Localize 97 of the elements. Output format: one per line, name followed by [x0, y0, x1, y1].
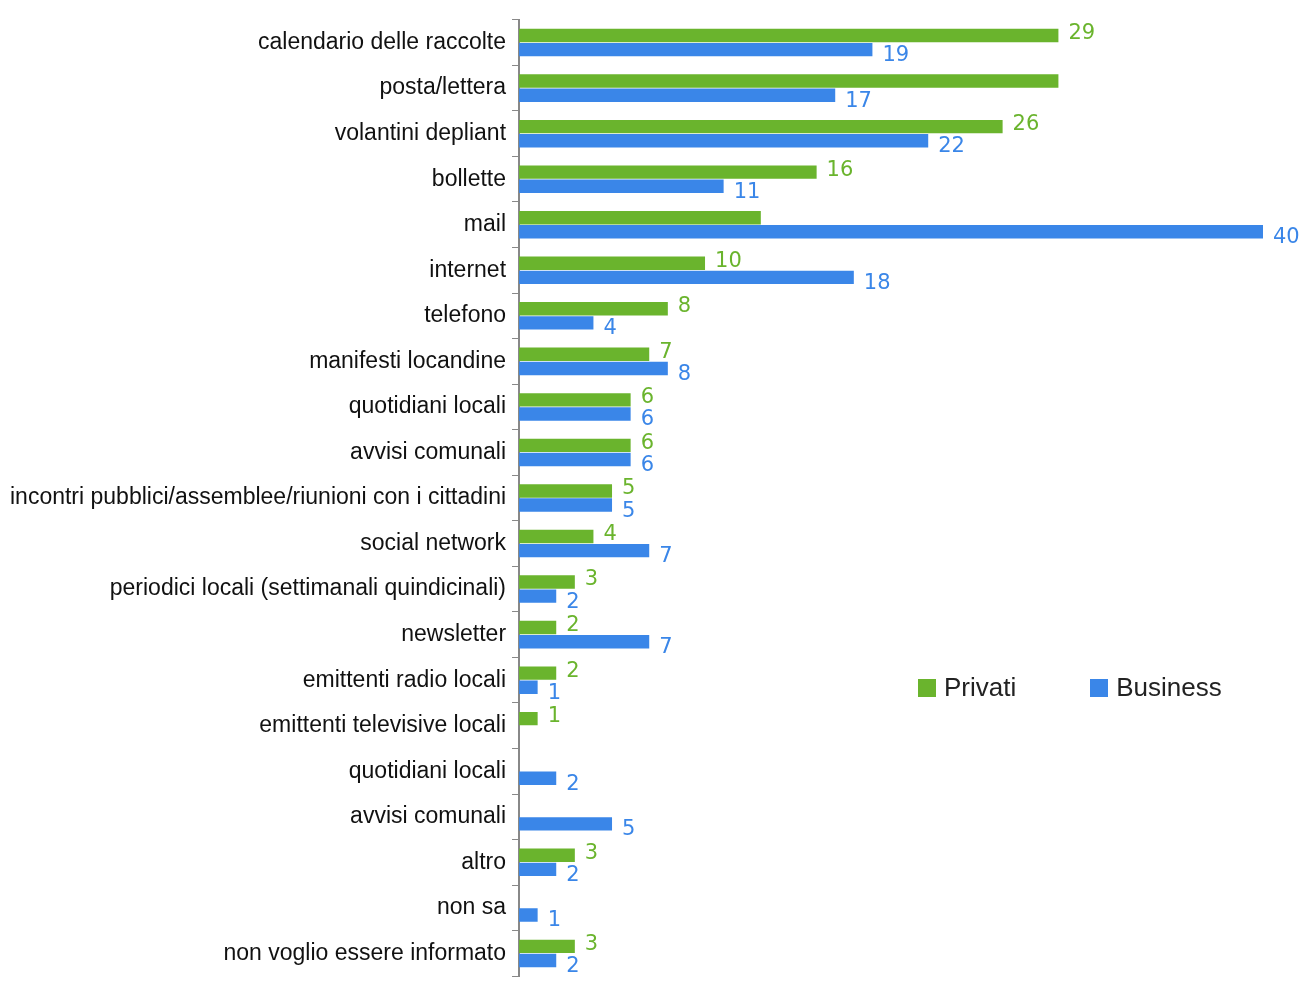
- bar: [519, 543, 650, 558]
- y-tick-label: emittenti televisive locali: [259, 711, 507, 738]
- y-tick-label: telefono: [424, 301, 507, 328]
- bar: [519, 817, 613, 831]
- bar: [519, 256, 706, 270]
- data-label: 5: [622, 816, 636, 841]
- y-tick-label: quotidiani locali: [348, 392, 507, 419]
- bar: [519, 711, 538, 726]
- data-label: 2: [566, 588, 580, 613]
- legend-label: Privati: [944, 672, 1017, 703]
- y-tick-label: non voglio essere informato: [223, 938, 507, 965]
- bar: [519, 74, 1059, 88]
- bar: [519, 28, 1059, 43]
- y-tick-label: internet: [429, 255, 507, 282]
- bar: [519, 862, 557, 877]
- y-tick-label: newsletter: [401, 619, 507, 646]
- data-label: 3: [584, 839, 599, 864]
- bar: [519, 634, 650, 649]
- data-label: 2: [566, 770, 580, 795]
- bar: [519, 210, 761, 225]
- y-tick-label: avvisi comunali: [350, 437, 507, 464]
- data-label: 2: [566, 952, 580, 977]
- y-tick-label: social network: [360, 528, 507, 555]
- bar: [519, 316, 594, 330]
- bar: [519, 452, 631, 467]
- data-label: 2: [566, 612, 580, 637]
- y-tick-label: emittenti radio locali: [302, 665, 507, 692]
- bar: [519, 119, 1003, 134]
- data-label: 29: [1068, 19, 1096, 44]
- y-tick-label: quotidiani locali: [348, 756, 507, 783]
- y-tick-label: incontri pubblici/assemblee/riunioni con i cittadini: [9, 483, 507, 510]
- data-label: 6: [640, 406, 655, 431]
- bar: [519, 848, 575, 862]
- bar: [519, 939, 575, 954]
- data-label: 26: [1012, 111, 1040, 136]
- data-label: 2: [566, 861, 580, 886]
- bar: [519, 771, 557, 786]
- bar: [519, 438, 631, 453]
- bar: [519, 498, 613, 512]
- y-tick-label: periodici locali (settimanali quindicinali): [109, 574, 507, 601]
- data-label: 6: [640, 429, 655, 454]
- y-tick-label: mail: [463, 210, 507, 237]
- bar: [519, 484, 613, 498]
- bar: [519, 953, 557, 968]
- bar: [519, 361, 668, 376]
- data-label: 17: [845, 87, 872, 112]
- bar: [519, 680, 538, 694]
- data-label: 1: [547, 703, 562, 728]
- data-label: 7: [659, 543, 673, 568]
- y-tick-label: posta/lettera: [379, 73, 507, 100]
- data-label: 8: [677, 360, 692, 385]
- bar: [519, 407, 631, 421]
- y-tick-label: volantini depliant: [334, 119, 507, 145]
- bar: [519, 42, 873, 57]
- bar: [519, 347, 650, 362]
- legend-label: Business: [1116, 672, 1222, 703]
- data-label: 22: [938, 133, 965, 158]
- data-label: 3: [584, 930, 599, 955]
- bar: [519, 270, 854, 285]
- y-tick-label: non sa: [436, 893, 507, 920]
- y-tick-label: altro: [461, 847, 507, 874]
- data-label: 3: [584, 566, 599, 591]
- y-tick-label: calendario delle raccolte: [257, 27, 507, 54]
- data-label: 1: [547, 907, 562, 932]
- data-label: 6: [640, 384, 655, 409]
- data-label: 19: [882, 42, 910, 67]
- bar: [519, 88, 836, 102]
- bar: [519, 179, 724, 193]
- data-label: 2: [566, 657, 580, 682]
- bar: [519, 575, 575, 589]
- data-label: 5: [622, 497, 636, 522]
- data-label: 11: [733, 178, 761, 203]
- data-label: 16: [826, 156, 854, 181]
- y-tick-label: avvisi comunali: [350, 802, 507, 829]
- data-label: 4: [603, 520, 617, 545]
- data-label: 8: [677, 293, 692, 318]
- bar: [519, 666, 557, 680]
- bar: [519, 393, 631, 407]
- data-label: 10: [715, 247, 742, 272]
- data-label: 6: [640, 451, 655, 476]
- bar: [519, 529, 594, 544]
- data-label: 5: [622, 475, 636, 500]
- bar: [519, 302, 668, 316]
- bar: [519, 225, 1263, 239]
- y-tick-label: manifesti locandine: [309, 346, 507, 373]
- data-label: 7: [659, 338, 673, 363]
- data-label: 18: [863, 269, 891, 294]
- bar: [519, 620, 557, 635]
- data-label: 40: [1273, 224, 1300, 249]
- bar: [519, 165, 817, 179]
- data-label: 4: [603, 315, 617, 340]
- data-label: 1: [547, 679, 562, 704]
- y-tick-label: bollette: [431, 164, 507, 191]
- data-label: 7: [659, 634, 673, 659]
- bar: [519, 134, 929, 148]
- bar: [519, 589, 557, 603]
- bar: [519, 908, 538, 922]
